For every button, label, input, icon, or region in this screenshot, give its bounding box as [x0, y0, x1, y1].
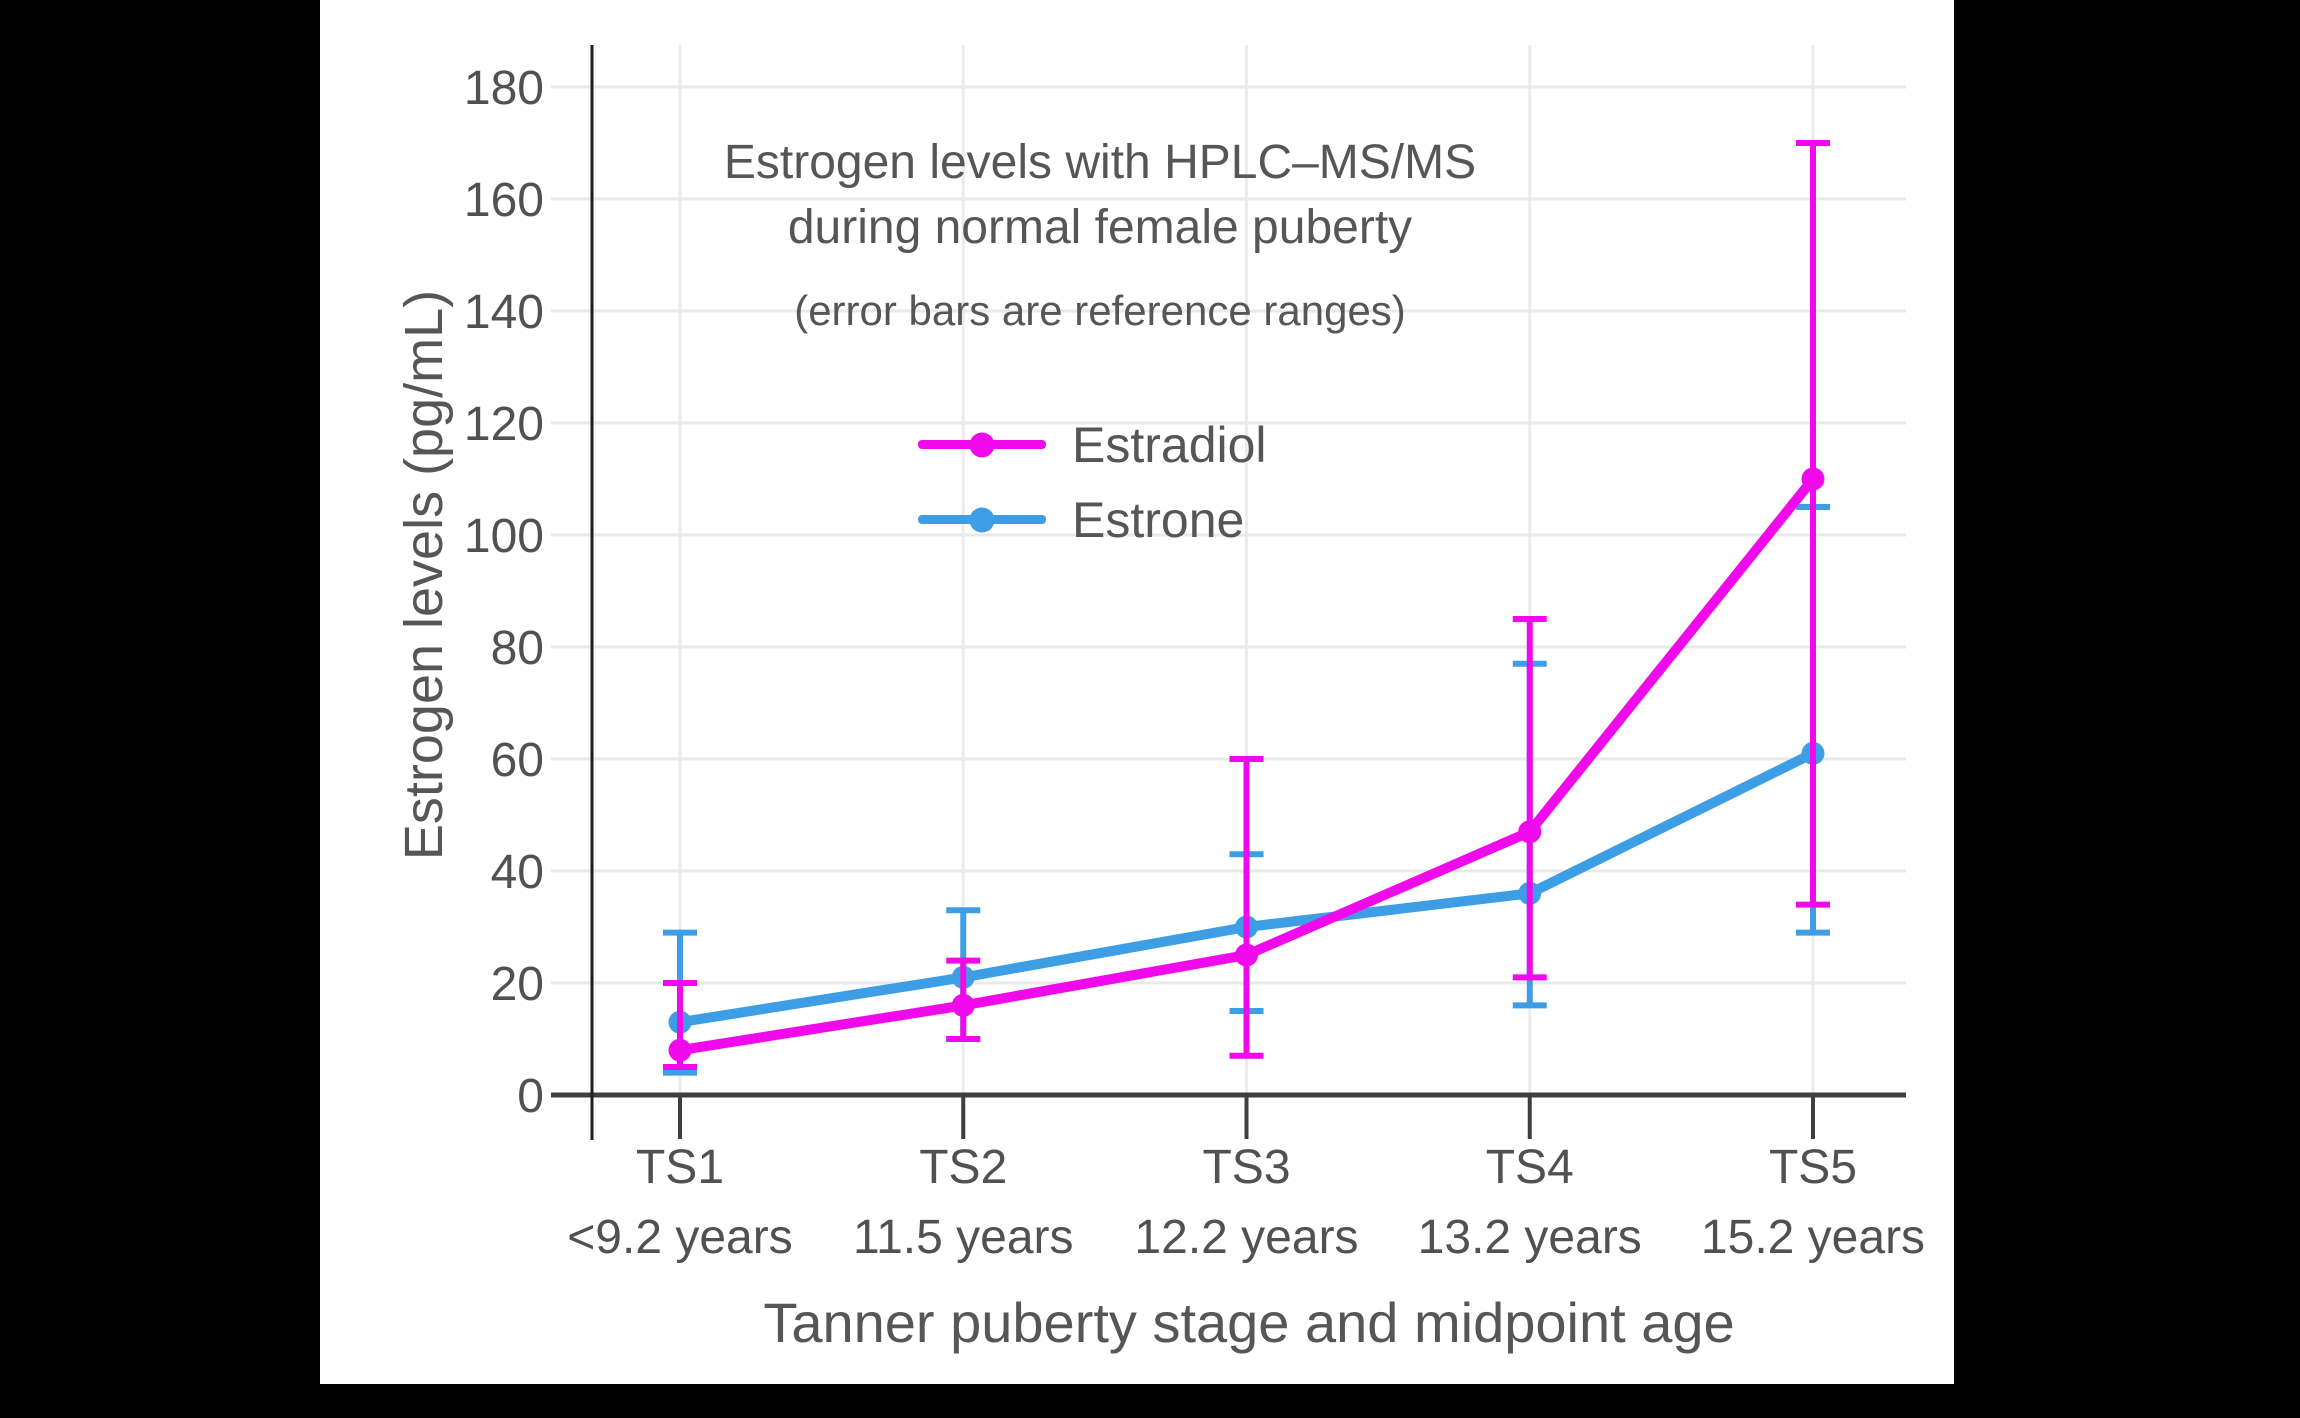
y-tick-label-160: 160: [464, 174, 544, 227]
y-tick-label-80: 80: [491, 622, 544, 675]
legend-swatch-estrone: [918, 507, 1046, 532]
legend: Estradiol Estrone: [918, 407, 1267, 557]
x-tick-age-label-ts1: <9.2 years: [567, 1211, 792, 1264]
y-tick-label-120: 120: [464, 398, 544, 451]
y-tick-label-100: 100: [464, 510, 544, 563]
y-tick-label-40: 40: [491, 846, 544, 899]
legend-label-estradiol: Estradiol: [1072, 416, 1267, 473]
x-tick-age-label-ts5: 15.2 years: [1701, 1211, 1925, 1264]
x-tick-age-label-ts4: 13.2 years: [1418, 1211, 1642, 1264]
chart-subtitle: (error bars are reference ranges): [794, 287, 1406, 334]
marker-estradiol-ts3: [1235, 943, 1258, 967]
legend-marker-icon: [969, 507, 995, 532]
chart-title-line2: during normal female puberty: [787, 201, 1413, 254]
x-tick-stage-label-ts4: TS4: [1486, 1141, 1574, 1194]
y-tick-label-140: 140: [464, 286, 544, 339]
chart-title-block: Estrogen levels with HPLC–MS/MS during n…: [620, 130, 1580, 334]
marker-estradiol-ts4: [1518, 820, 1542, 844]
legend-swatch-estradiol: [918, 432, 1046, 457]
legend-marker-icon: [969, 432, 995, 457]
plot-svg: 0 20 40 60 80 100 120 140 160 180 TS1 <9.2 years TS2…: [464, 45, 1925, 1264]
y-tick-label-20: 20: [491, 958, 544, 1011]
marker-estradiol-ts1: [668, 1038, 692, 1062]
legend-item-estrone: Estrone: [918, 482, 1267, 557]
y-tick-label-0: 0: [517, 1070, 544, 1123]
x-tick-stage-label-ts1: TS1: [636, 1141, 724, 1194]
marker-estradiol-ts5: [1801, 467, 1825, 491]
x-axis-title: Tanner puberty stage and midpoint age: [763, 1291, 1735, 1354]
x-tick-stage-label-ts5: TS5: [1769, 1141, 1857, 1194]
legend-label-estrone: Estrone: [1072, 491, 1245, 548]
legend-item-estradiol: Estradiol: [918, 407, 1267, 482]
chart-canvas: 0 20 40 60 80 100 120 140 160 180 TS1 <9.2 years TS2…: [320, 0, 1954, 1384]
x-tick-age-label-ts3: 12.2 years: [1134, 1211, 1358, 1264]
x-tick-stage-label-ts2: TS2: [919, 1141, 1007, 1194]
y-tick-label-180: 180: [464, 62, 544, 115]
x-tick-stage-label-ts3: TS3: [1202, 1141, 1290, 1194]
marker-estradiol-ts2: [951, 993, 975, 1017]
y-tick-label-60: 60: [491, 734, 544, 787]
x-tick-age-label-ts2: 11.5 years: [853, 1211, 1074, 1264]
y-axis-title: Estrogen levels (pg/mL): [394, 289, 454, 861]
chart-title-line1: Estrogen levels with HPLC–MS/MS: [723, 136, 1477, 189]
